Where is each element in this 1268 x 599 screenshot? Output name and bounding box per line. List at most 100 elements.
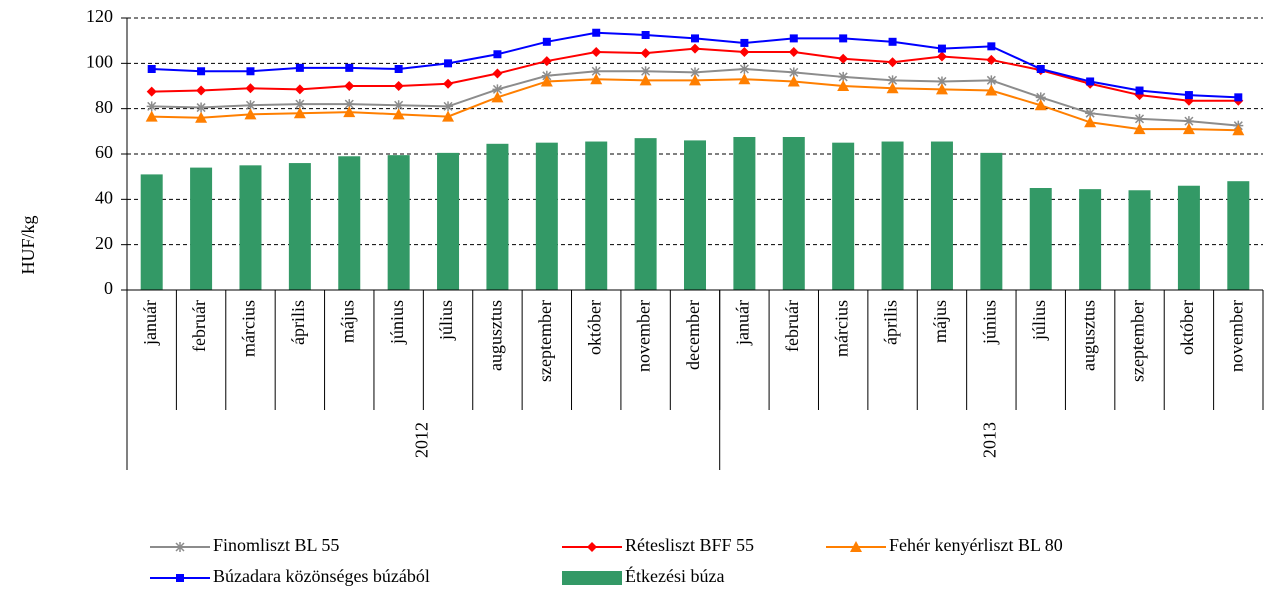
marker (787, 75, 800, 87)
marker (245, 100, 256, 111)
x-tick-label: október (1177, 300, 1197, 355)
x-tick-label: május (930, 300, 950, 343)
bar (1079, 189, 1102, 290)
x-tick-label: szeptember (1128, 300, 1148, 382)
marker (590, 73, 603, 85)
marker (591, 47, 602, 57)
y-tick-label: 40 (95, 187, 113, 207)
marker (641, 31, 650, 39)
x-tick-label: május (337, 300, 357, 343)
marker (1086, 77, 1095, 86)
marker (393, 100, 404, 111)
marker (344, 81, 355, 91)
y-tick-label: 20 (95, 233, 113, 253)
marker (145, 110, 158, 122)
marker (146, 101, 157, 112)
marker (937, 44, 946, 53)
marker (837, 80, 850, 91)
x-tick-label: április (881, 300, 901, 345)
x-tick-label: október (584, 300, 604, 355)
y-tick-label: 80 (95, 97, 113, 117)
bar (239, 165, 262, 290)
marker (639, 74, 652, 86)
marker (1135, 86, 1144, 95)
marker (344, 99, 355, 110)
bar (832, 142, 855, 290)
bar (1029, 188, 1052, 290)
marker (740, 38, 749, 47)
x-tick-label: november (634, 300, 654, 372)
marker (393, 81, 404, 91)
marker (640, 48, 651, 59)
marker (394, 65, 403, 73)
bar (190, 167, 213, 290)
marker (691, 34, 699, 43)
marker (443, 101, 454, 112)
bar (782, 137, 805, 290)
marker (1184, 91, 1193, 100)
marker (886, 82, 899, 94)
marker (739, 64, 750, 74)
marker (343, 106, 356, 118)
x-tick-label: január (140, 300, 160, 346)
bar (387, 155, 410, 290)
bar (288, 163, 311, 290)
marker (195, 111, 208, 123)
marker (1182, 123, 1195, 135)
marker (493, 50, 502, 59)
marker (592, 28, 601, 37)
marker (491, 91, 504, 103)
marker (888, 37, 897, 46)
marker (392, 108, 405, 120)
bar (733, 137, 756, 290)
marker (293, 107, 306, 119)
marker (986, 75, 997, 86)
marker (1232, 124, 1245, 136)
bar (1128, 190, 1151, 290)
x-tick-label: február (782, 300, 802, 352)
marker (936, 76, 947, 87)
marker (788, 47, 799, 57)
y-axis-label: HUF/kg (18, 215, 38, 274)
marker (245, 83, 256, 94)
bar (634, 138, 657, 290)
legend-swatch (562, 571, 622, 585)
marker (839, 34, 848, 43)
bar (1177, 185, 1200, 290)
marker (196, 85, 207, 96)
marker (1133, 123, 1146, 135)
x-tick-label: szeptember (535, 300, 555, 382)
legend-label: Fehér kenyérliszt BL 80 (889, 535, 1063, 555)
marker (838, 71, 849, 82)
x-tick-label: január (733, 300, 753, 346)
marker (789, 34, 798, 43)
x-tick-label: augusztus (1078, 300, 1098, 371)
marker (1234, 93, 1243, 102)
marker (936, 51, 947, 62)
marker (1183, 116, 1194, 127)
marker (197, 67, 206, 76)
marker (690, 43, 700, 54)
marker (146, 86, 157, 97)
marker (246, 67, 255, 76)
marker (1035, 92, 1046, 103)
marker (540, 75, 553, 87)
marker (1034, 99, 1047, 111)
x-tick-label: augusztus (486, 300, 506, 371)
x-tick-label: március (239, 300, 259, 357)
bar (338, 156, 361, 290)
bar (486, 143, 509, 290)
bar (585, 141, 608, 290)
marker (542, 37, 551, 46)
legend-label: Búzadara közönséges búzából (213, 566, 430, 586)
x-tick-label: március (831, 300, 851, 357)
marker (987, 42, 996, 51)
marker (1134, 113, 1145, 124)
marker (738, 73, 751, 85)
marker (295, 63, 304, 72)
marker (1036, 65, 1045, 73)
bar (535, 142, 558, 290)
marker (1085, 108, 1096, 119)
x-tick-label: július (436, 300, 456, 341)
